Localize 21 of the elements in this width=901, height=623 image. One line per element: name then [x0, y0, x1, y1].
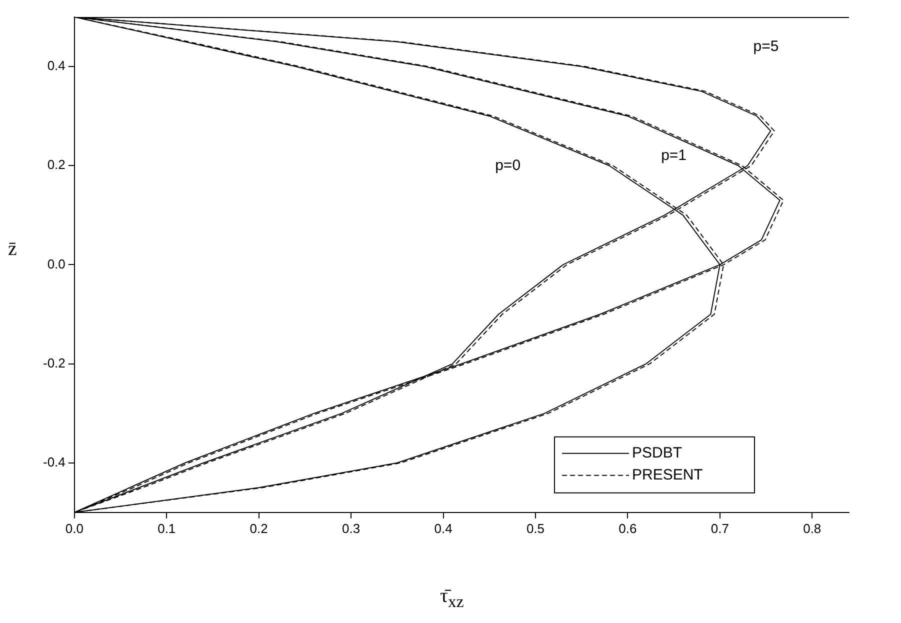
- legend-label: PSDBT: [632, 444, 682, 462]
- y-tick-label: 0.0: [47, 256, 66, 272]
- annotation: p=1: [661, 146, 687, 164]
- x-tick-label: 0.8: [803, 520, 822, 536]
- y-tick-label: -0.2: [42, 355, 66, 370]
- x-tick-label: 0.5: [526, 520, 545, 536]
- x-tick-label: 0.6: [618, 520, 637, 536]
- x-tick-label: 0.1: [158, 520, 176, 536]
- x-tick-label: 0.4: [434, 520, 452, 536]
- x-tick-label: 0.2: [250, 520, 268, 536]
- y-tick-label: 0.2: [47, 157, 66, 172]
- annotation: p=5: [753, 38, 779, 55]
- legend-label: PRESENT: [632, 466, 703, 484]
- x-axis-title: τ̄$_{xz}$: [440, 585, 464, 612]
- y-axis-title: z̄: [8, 238, 17, 261]
- x-tick-label: 0.0: [65, 520, 84, 536]
- annotation: p=0: [495, 156, 521, 174]
- y-tick-label: -0.4: [42, 454, 66, 470]
- x-tick-label: 0.7: [710, 520, 729, 536]
- y-tick-label: 0.4: [47, 58, 66, 74]
- x-tick-label: 0.3: [342, 520, 360, 536]
